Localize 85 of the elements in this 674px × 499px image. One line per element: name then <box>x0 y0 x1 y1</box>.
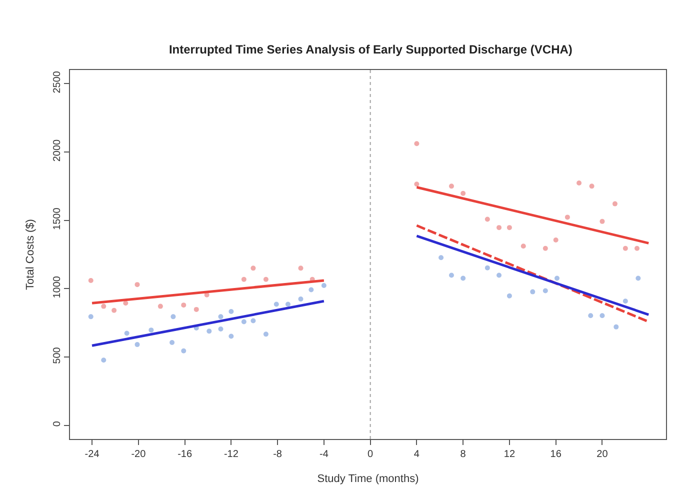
point <box>263 276 268 282</box>
x-tick-label: 8 <box>460 449 466 460</box>
point <box>634 246 640 251</box>
point <box>460 190 466 196</box>
x-tick-label: -16 <box>178 449 192 460</box>
point <box>218 326 224 332</box>
point <box>88 314 94 320</box>
y-tick-label: 2000 <box>52 138 63 162</box>
point <box>308 287 314 292</box>
y-tick-label: 2500 <box>52 70 63 94</box>
x-tick-label: -12 <box>224 449 239 460</box>
point <box>520 244 526 249</box>
point <box>285 302 290 307</box>
point <box>134 342 140 348</box>
point <box>228 334 234 339</box>
point <box>554 276 560 281</box>
point <box>460 276 466 281</box>
y-tick-label: 1500 <box>52 207 63 230</box>
x-tick-label: 0 <box>368 449 374 460</box>
x-axis-title: Study Time (months) <box>317 473 419 486</box>
point <box>298 266 304 271</box>
point <box>124 330 130 336</box>
point <box>228 308 234 314</box>
x-tick-label: -8 <box>273 449 282 460</box>
point <box>250 266 256 271</box>
point <box>170 314 176 320</box>
point <box>622 298 628 304</box>
point <box>241 276 246 282</box>
x-tick-label: 4 <box>414 449 420 460</box>
point <box>530 289 536 294</box>
point <box>576 180 582 186</box>
x-tick-label: -20 <box>131 449 146 460</box>
point <box>506 225 512 230</box>
point <box>484 265 490 270</box>
point <box>564 214 570 220</box>
chart-title: Interrupted Time Series Analysis of Early Supported Discharge (VCHA) <box>168 42 572 56</box>
y-axis-title: Total Costs ($) <box>24 219 37 290</box>
point <box>158 304 163 309</box>
x-tick-label: 16 <box>550 449 562 460</box>
point <box>588 313 594 318</box>
y-tick-label: 500 <box>52 346 63 364</box>
point <box>589 184 594 189</box>
x-tick-label: 12 <box>504 449 516 460</box>
point <box>206 328 212 334</box>
point <box>414 182 420 187</box>
point <box>218 314 224 320</box>
point <box>181 302 186 308</box>
point <box>542 288 548 294</box>
y-tick-label: 0 <box>52 420 63 427</box>
point <box>600 218 605 224</box>
point <box>88 278 94 283</box>
point <box>622 246 628 251</box>
point <box>123 300 128 306</box>
point <box>321 283 326 288</box>
point <box>194 306 199 312</box>
point <box>636 276 641 281</box>
point <box>484 216 490 222</box>
point <box>438 255 444 260</box>
point <box>553 238 558 243</box>
point <box>112 308 117 313</box>
point <box>134 282 140 288</box>
point <box>241 319 246 324</box>
point <box>448 184 454 189</box>
point <box>496 225 502 230</box>
point <box>506 293 512 298</box>
point <box>148 328 154 333</box>
point <box>600 313 605 318</box>
point <box>496 272 502 278</box>
point <box>448 272 454 278</box>
point <box>101 358 106 363</box>
point <box>263 332 268 337</box>
x-tick-label: -24 <box>84 449 100 460</box>
point <box>274 302 279 307</box>
point <box>170 340 175 346</box>
point <box>614 324 619 330</box>
x-tick-label: 20 <box>596 449 608 460</box>
y-tick-label: 1000 <box>52 276 63 298</box>
point <box>181 348 186 354</box>
point <box>414 141 420 146</box>
point <box>250 318 256 324</box>
point <box>542 246 548 251</box>
point <box>101 304 106 309</box>
x-tick-label: -4 <box>319 449 329 460</box>
point <box>298 296 304 302</box>
point <box>612 201 618 206</box>
